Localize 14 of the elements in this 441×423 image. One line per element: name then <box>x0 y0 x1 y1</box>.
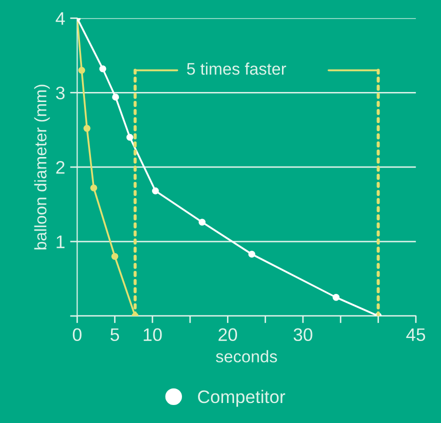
y-tick-label: 4 <box>56 12 65 25</box>
y-tick-label: 1 <box>56 236 64 248</box>
x-tick-label: 20 <box>218 328 238 342</box>
annotation: 5 times faster <box>187 62 286 75</box>
y-tick-label: 3 <box>56 86 65 100</box>
x-tick-label: 30 <box>294 328 312 342</box>
y-tick-label: 2 <box>56 161 64 174</box>
x-tick-label: 10 <box>144 328 162 342</box>
legend-label: Competitor <box>198 390 286 407</box>
x-tick-label: 0 <box>72 328 82 342</box>
x-axis-title: seconds <box>216 350 277 362</box>
x-tick-label: 5 <box>110 328 120 342</box>
y-axis-title: balloon diameter (mm) <box>34 84 50 250</box>
x-tick-label: 45 <box>406 328 426 342</box>
